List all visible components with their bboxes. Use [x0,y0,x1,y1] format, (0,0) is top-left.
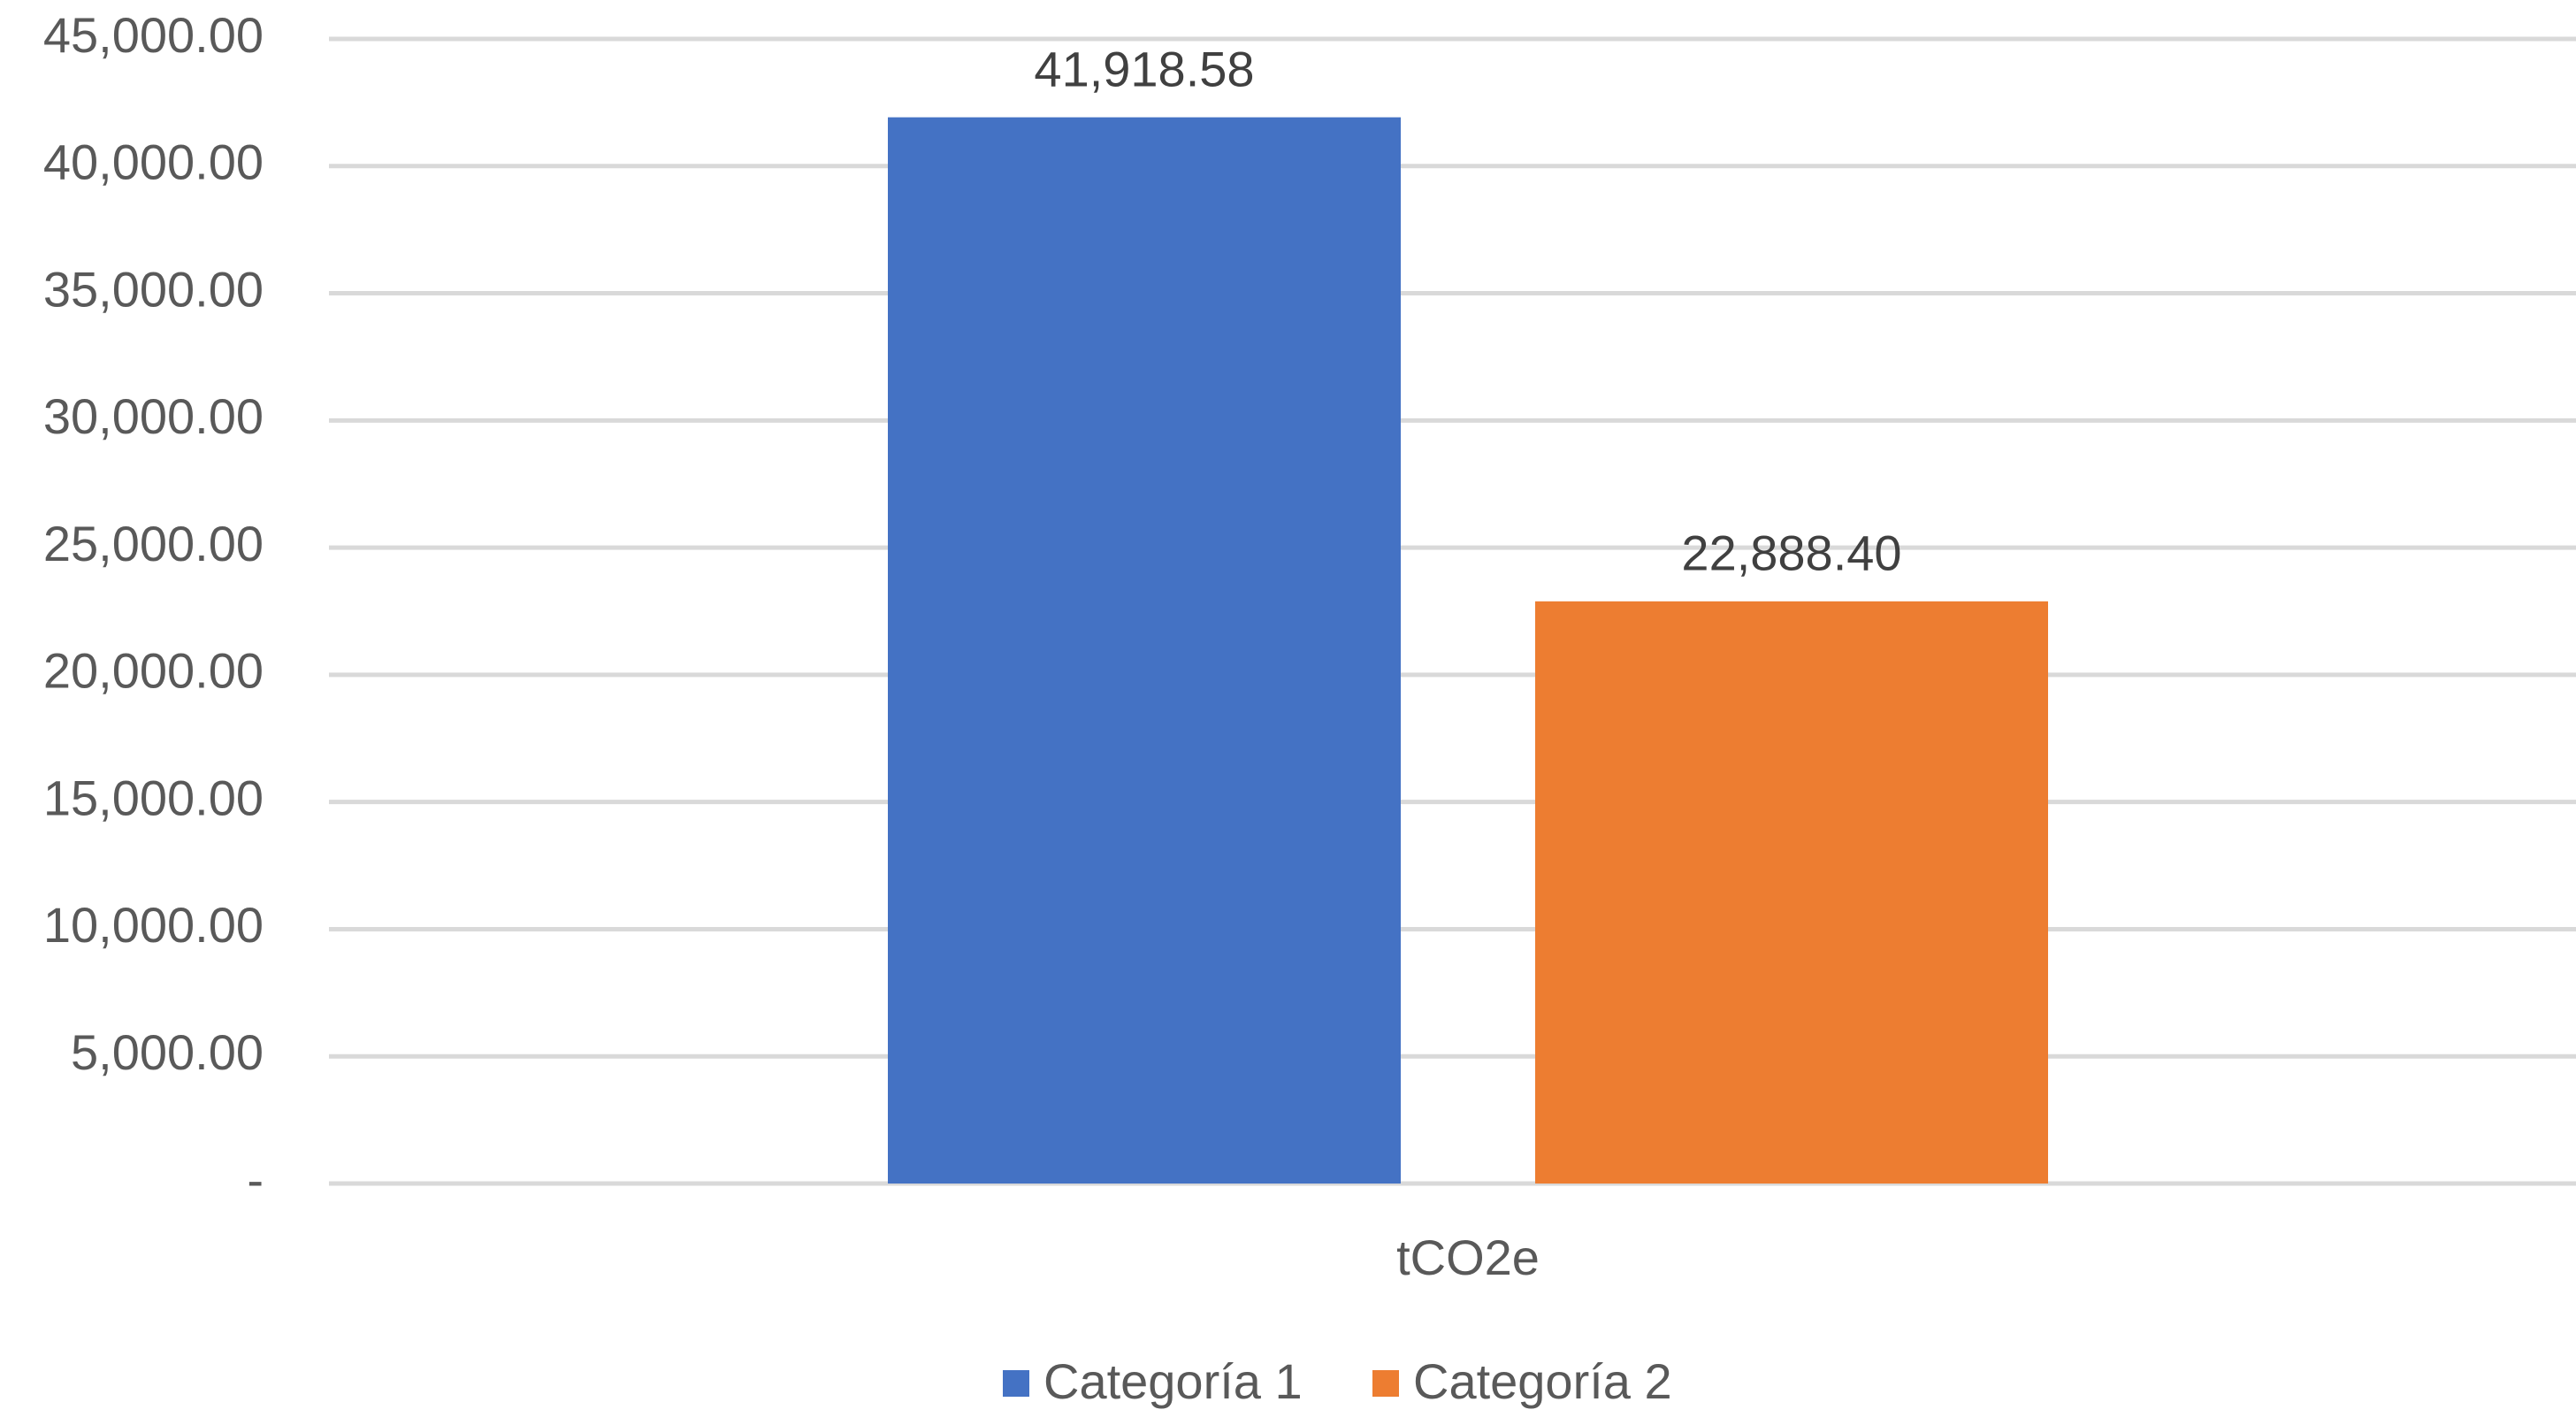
legend-swatch [1003,1370,1029,1397]
y-tick-label: 35,000.00 [43,261,264,317]
legend-label: Categoría 1 [1043,1353,1303,1409]
legend: Categoría 1 Categoría 2 [1003,1353,1672,1409]
legend-item-1: Categoría 1 [1003,1353,1303,1409]
y-tick-label: - [247,1152,264,1207]
bar-2 [1535,601,2048,1184]
y-tick-label: 5,000.00 [71,1024,264,1080]
y-tick-label: 40,000.00 [43,134,264,190]
y-tick-label: 30,000.00 [43,388,264,444]
bar-1 [888,117,1401,1184]
y-tick-label: 25,000.00 [43,516,264,571]
data-labels: 41,918.58 22,888.40 [1034,41,1901,580]
legend-item-2: Categoría 2 [1372,1353,1672,1409]
data-label-1: 41,918.58 [1034,41,1254,96]
y-tick-label: 45,000.00 [43,7,264,63]
y-tick-label: 15,000.00 [43,770,264,825]
bars [888,117,2048,1184]
x-axis-category-labels: tCO2e [1396,1230,1540,1285]
y-axis-tick-labels: - 5,000.00 10,000.00 15,000.00 20,000.00 25,0… [43,7,264,1207]
gridlines [329,36,2576,1186]
legend-label: Categoría 2 [1413,1353,1672,1409]
data-label-2: 22,888.40 [1681,525,1901,581]
x-category-label: tCO2e [1396,1230,1540,1285]
y-tick-label: 20,000.00 [43,643,264,699]
legend-swatch [1372,1370,1399,1397]
y-tick-label: 10,000.00 [43,897,264,953]
